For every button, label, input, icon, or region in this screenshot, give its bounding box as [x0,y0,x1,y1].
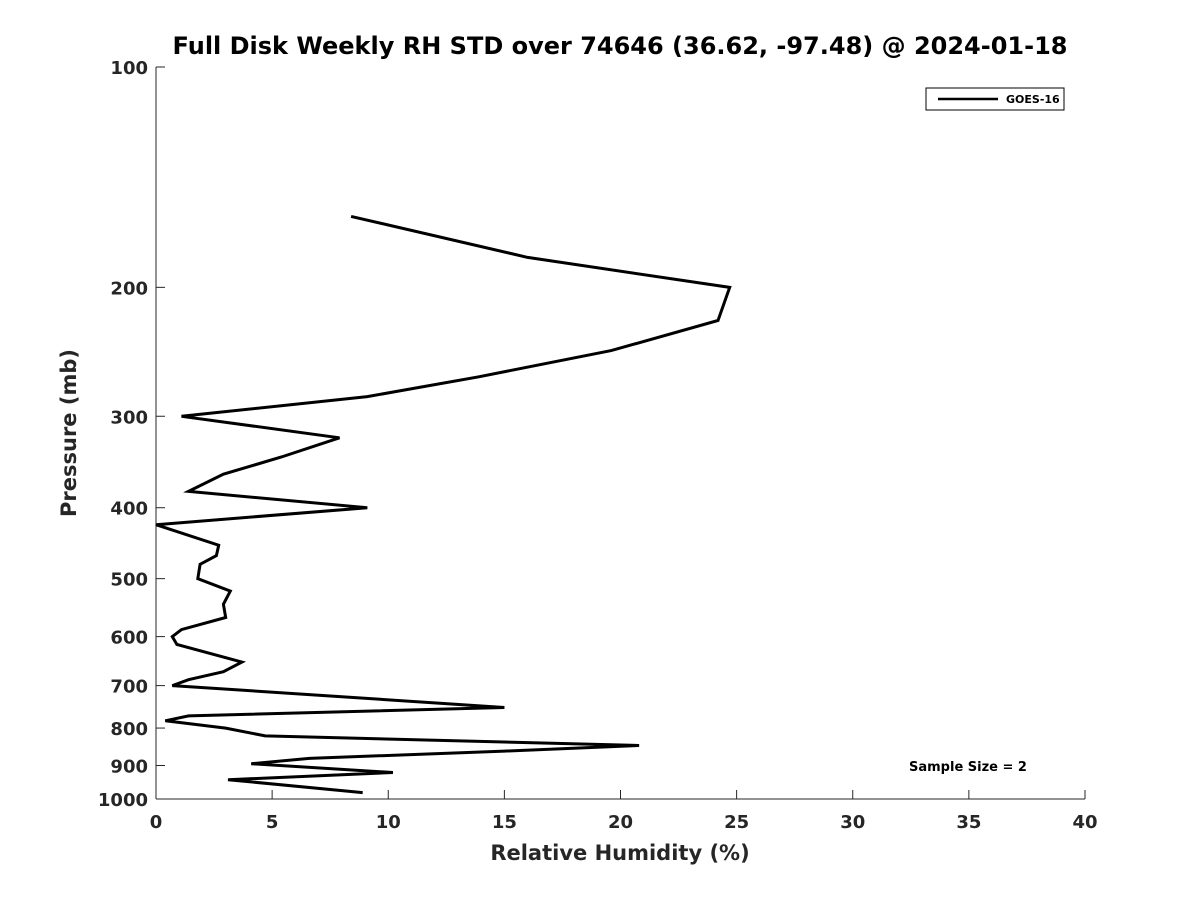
x-tick-label: 40 [1072,812,1097,833]
sample-size-annotation: Sample Size = 2 [909,760,1027,775]
y-tick-label: 800 [110,719,148,740]
legend: GOES-16 [925,87,1065,111]
y-tick-label: 100 [110,58,148,79]
x-tick-label: 10 [376,812,401,833]
series-layer [155,214,732,795]
x-axis-label: Relative Humidity (%) [490,841,749,865]
y-tick-label: 600 [110,628,148,649]
y-tick-label: 200 [110,278,148,299]
x-tick-label: 30 [840,812,865,833]
x-tick-label: 35 [956,812,981,833]
y-tick-label: 900 [110,757,148,778]
y-axis-label: Pressure (mb) [57,349,81,517]
x-tick-label: 15 [492,812,517,833]
x-tick-label: 5 [266,812,279,833]
y-tick-label: 500 [110,570,148,591]
y-tick-label: 300 [110,407,148,428]
series-line-goes-16 [155,214,732,795]
chart-title: Full Disk Weekly RH STD over 74646 (36.6… [173,32,1068,60]
y-tick-label: 400 [110,499,148,520]
y-tick-label: 700 [110,677,148,698]
y-tick-label: 1000 [98,790,148,811]
legend-label: GOES-16 [1006,93,1060,106]
x-tick-label: 25 [724,812,749,833]
axes: 0 5 10 15 20 25 30 35 40 100 200 300 400 500 600 700 800… [98,58,1098,833]
x-tick-label: 0 [150,812,163,833]
x-tick-label: 20 [608,812,633,833]
